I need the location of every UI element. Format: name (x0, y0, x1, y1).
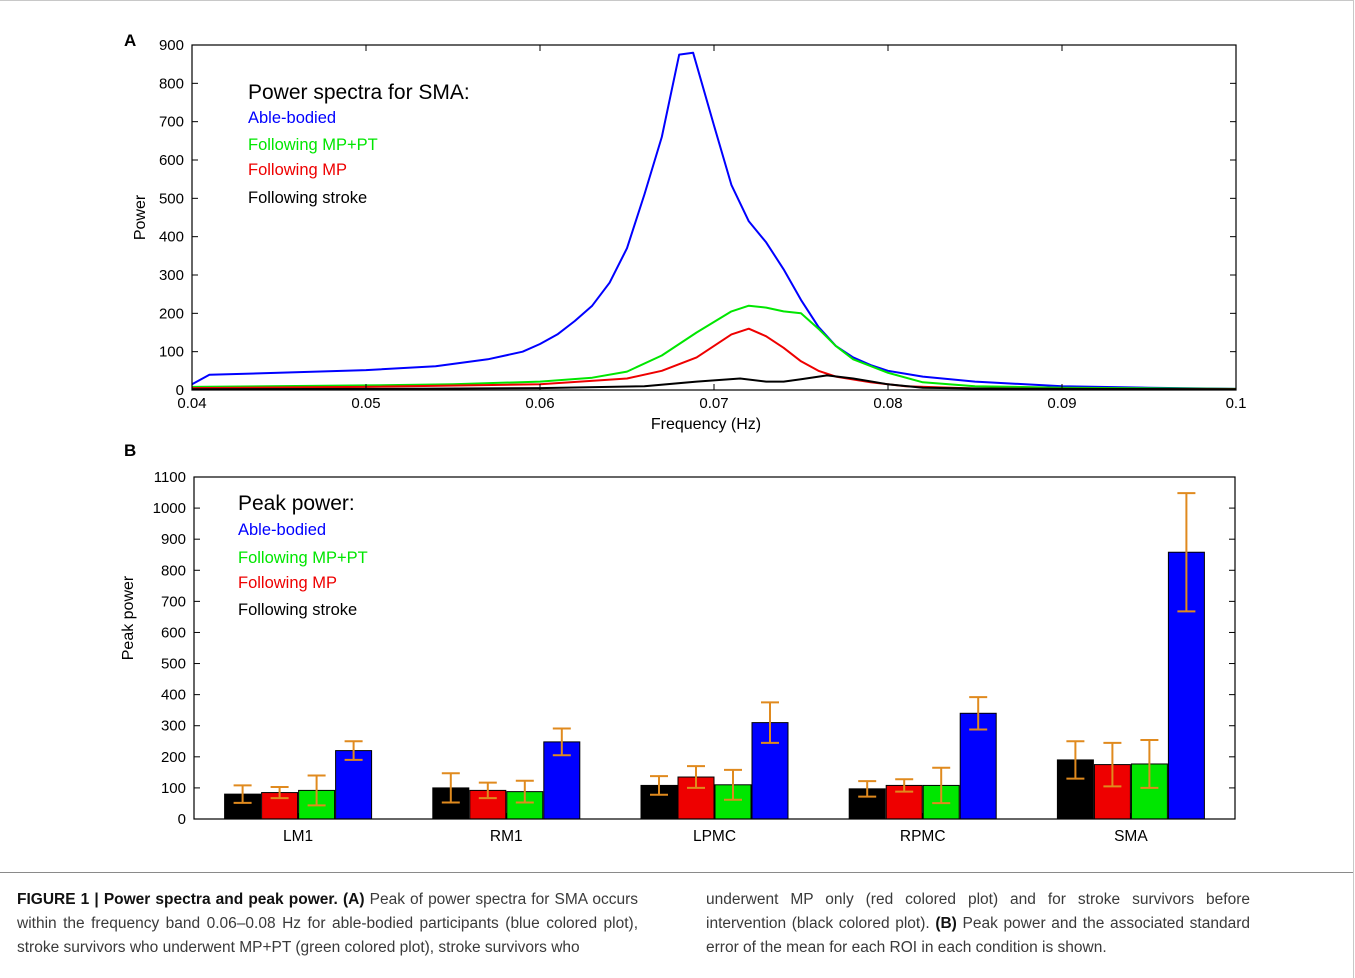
caption-part-a-text-continued: underwent MP only (red colored plot) and… (706, 891, 1250, 932)
caption-column-right: underwent MP only (red colored plot) and… (706, 888, 1250, 960)
y-tick-label: 600 (161, 624, 186, 641)
category-label-sma: SMA (1114, 828, 1148, 845)
category-label-lm1: LM1 (283, 828, 313, 845)
x-tick-label: 0.07 (699, 395, 728, 412)
x-axis-label: Frequency (Hz) (651, 416, 761, 433)
y-tick-label: 500 (161, 656, 186, 673)
caption-part-b-marker: (B) (935, 915, 957, 932)
caption-label: FIGURE 1 | Power spectra and peak power. (17, 891, 338, 908)
x-tick-label: 0.09 (1047, 395, 1076, 412)
series-line-following-stroke (191, 374, 1237, 391)
caption-part-a-marker: (A) (342, 891, 365, 908)
y-tick-label: 0 (178, 811, 186, 828)
legend-entry-following-mp-pt: Following MP+PT (238, 549, 368, 567)
legend-entry-able-bodied: Able-bodied (238, 521, 326, 539)
panel-b-letter: B (124, 441, 137, 460)
y-tick-label: 1000 (153, 500, 186, 517)
y-tick-label: 0 (176, 382, 184, 399)
legend-entry-following-stroke: Following stroke (248, 189, 367, 207)
y-tick-label: 700 (161, 593, 186, 610)
bar-rpmc-able-bodied (959, 712, 997, 820)
y-tick-label: 600 (159, 152, 184, 169)
caption-column-left: FIGURE 1 | Power spectra and peak power.… (17, 888, 638, 960)
x-tick-label: 0.05 (351, 395, 380, 412)
category-label-lpmc: LPMC (693, 828, 736, 845)
y-tick-label: 1100 (154, 469, 186, 486)
power-spectra-chart: 0.04 0.05 0.06 0.07 0.08 0.09 0.1 0 100 200 300 400… (132, 37, 1247, 433)
y-tick-label: 100 (161, 780, 186, 797)
legend-entry-following-mp-pt: Following MP+PT (248, 136, 378, 154)
caption-divider (0, 872, 1353, 873)
panel-a-letter: A (124, 31, 137, 50)
legend-entry-following-mp: Following MP (238, 574, 337, 592)
y-tick-label: 100 (159, 344, 184, 361)
x-tick-label: 0.1 (1226, 395, 1247, 412)
caption-part-a-text: Peak of power spectra for SMA occurs wit… (17, 891, 638, 956)
peak-power-chart: 0 100 200 300 400 500 600 700 800 900 1000 1100 LM1 R… (120, 469, 1236, 845)
y-axis-label: Peak power (120, 575, 137, 660)
legend-title: Peak power: (238, 492, 355, 515)
series-line-following-mp-pt (191, 304, 1237, 390)
y-tick-label: 500 (159, 190, 184, 207)
bar-lm1-able-bodied (335, 750, 373, 820)
category-label-rm1: RM1 (490, 828, 523, 845)
legend-entry-following-mp: Following MP (248, 161, 347, 179)
y-tick-label: 800 (161, 562, 186, 579)
legend-title: Power spectra for SMA: (248, 81, 470, 104)
x-tick-label: 0.08 (873, 395, 902, 412)
y-tick-label: 300 (161, 718, 186, 735)
y-tick-label: 400 (161, 687, 186, 704)
y-axis-label: Power (132, 194, 149, 240)
x-tick-label: 0.06 (525, 395, 554, 412)
y-tick-label: 900 (161, 531, 186, 548)
series-line-able-bodied (191, 51, 1237, 390)
legend-entry-able-bodied: Able-bodied (248, 109, 336, 127)
y-tick-label: 200 (159, 305, 184, 322)
y-tick-label: 300 (159, 267, 184, 284)
y-tick-label: 200 (161, 749, 186, 766)
y-tick-label: 800 (159, 75, 184, 92)
legend-entry-following-stroke: Following stroke (238, 601, 357, 619)
y-tick-label: 700 (159, 114, 184, 131)
x-tick-label: 0.04 (177, 395, 206, 412)
category-label-rpmc: RPMC (900, 828, 946, 845)
caption-part-b-text: Peak power and the associated standard e… (706, 915, 1251, 956)
plot-frame (193, 476, 1236, 820)
y-tick-label: 900 (159, 37, 184, 54)
y-tick-label: 400 (159, 229, 184, 246)
